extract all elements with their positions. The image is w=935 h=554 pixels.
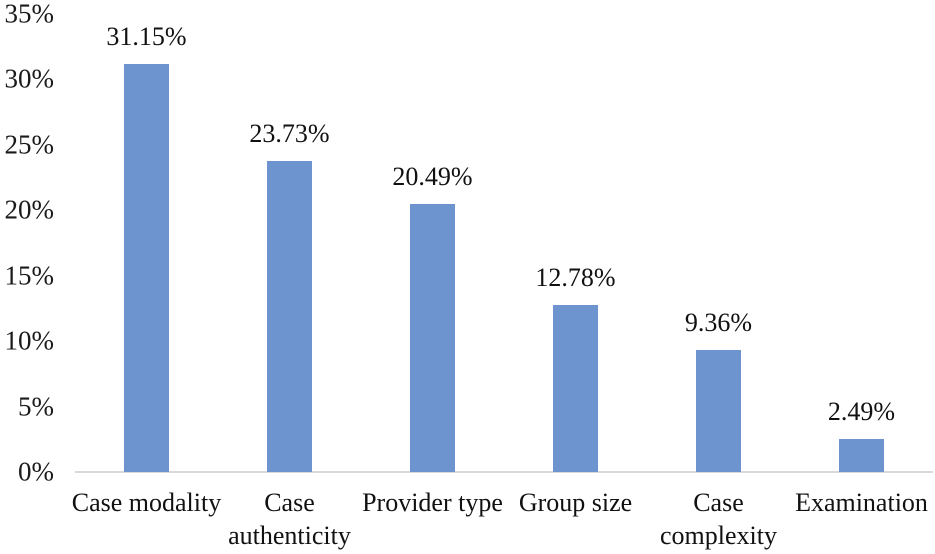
category-label: Case complexity xyxy=(660,488,777,550)
bar xyxy=(839,439,884,472)
bar xyxy=(696,349,741,472)
category-label: Group size xyxy=(518,488,633,517)
y-axis-tick-label: 20% xyxy=(4,194,55,225)
bar-value-label: 9.36% xyxy=(684,307,753,337)
category-label: Case modality xyxy=(71,488,222,517)
y-axis-tick-label: 5% xyxy=(18,391,54,422)
bar-value-label: 12.78% xyxy=(535,262,616,292)
category-label: Provider type xyxy=(362,488,503,517)
bar-value-label: 2.49% xyxy=(827,397,896,427)
bar xyxy=(267,161,312,472)
bar-value-label: 31.15% xyxy=(106,22,187,52)
y-axis-tick-label: 25% xyxy=(4,129,55,160)
y-axis-tick-label: 35% xyxy=(4,0,55,29)
bar xyxy=(410,203,455,472)
bar-value-label: 23.73% xyxy=(249,119,330,149)
y-axis-tick-label: 0% xyxy=(18,456,54,487)
category-label: Examination xyxy=(795,488,928,517)
bar-value-label: 20.49% xyxy=(392,161,473,191)
bar xyxy=(124,64,169,472)
y-axis-tick-label: 15% xyxy=(4,260,55,291)
y-axis-tick-label: 30% xyxy=(4,63,55,94)
y-axis-tick-label: 10% xyxy=(4,325,55,356)
bar xyxy=(553,304,598,472)
category-label: Case authenticity xyxy=(228,488,351,550)
x-axis-line xyxy=(75,471,933,473)
